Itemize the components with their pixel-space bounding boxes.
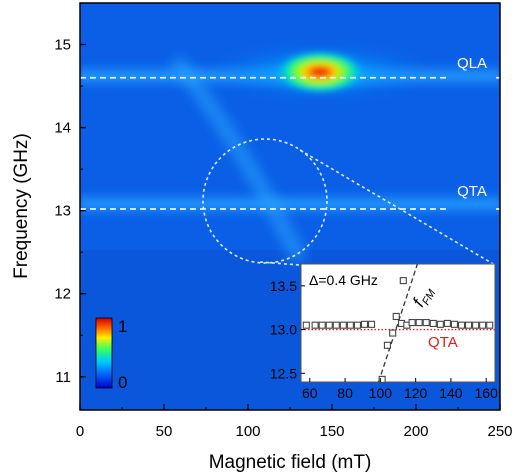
inset-y-tick-label: 12.5 [270, 365, 297, 381]
inset-data-point [339, 321, 347, 329]
y-axis-label: Frequency (GHz) [11, 133, 32, 279]
inset-data-point [450, 320, 458, 328]
inset-qta-label: QTA [428, 334, 458, 351]
y-tick-label: 13 [54, 203, 71, 220]
inset-x-tick-label: 160 [475, 385, 499, 401]
fm-branch-glow [168, 54, 308, 264]
inset-content: 60 80 100 120 140 160 12.5 13.0 13.5 [270, 263, 499, 401]
x-tick-label: 50 [156, 423, 173, 440]
y-tick-label: 15 [54, 37, 71, 54]
inset-data-point [353, 321, 361, 329]
inset-data-point [311, 321, 319, 329]
inset-series-f-fm [377, 263, 419, 383]
inset-data-point [367, 320, 376, 328]
x-axis-label: Magnetic field (mT) [209, 452, 372, 473]
x-tick-label: 200 [403, 423, 428, 440]
y-axis: 11 12 13 14 15 [54, 37, 86, 386]
inset-y-tick-label: 13.0 [270, 322, 297, 338]
inset-data-point [443, 319, 451, 327]
colorbar: 1 0 [95, 317, 127, 392]
inset-y-tick-label: 13.5 [270, 278, 297, 294]
qta-label: QTA [457, 183, 487, 200]
inset-data-point [378, 375, 386, 383]
inset-data-point [464, 321, 473, 329]
inset-data-point [302, 321, 310, 329]
colorbar-min-label: 0 [118, 373, 127, 392]
inset-data-point [392, 312, 400, 320]
inset-data-point [457, 321, 466, 329]
inset-data-point [422, 319, 430, 327]
inset-data-point [346, 321, 354, 329]
qta-band-glow [80, 190, 500, 218]
inset-data-point [399, 277, 407, 285]
inset-data-point [436, 320, 444, 328]
x-tick-label: 250 [487, 423, 512, 440]
inset-x-tick-label: 80 [337, 385, 353, 401]
inset-data-point [472, 321, 480, 329]
colorbar-max-label: 1 [118, 317, 127, 336]
qla-label: QLA [457, 55, 487, 72]
x-tick-label: 150 [319, 423, 344, 440]
inset-data-point [415, 319, 423, 327]
inset-data-point [318, 321, 326, 329]
y-tick-label: 12 [54, 286, 71, 303]
inset-x-tick-label: 140 [439, 385, 463, 401]
x-tick-label: 0 [76, 423, 84, 440]
colorbar-gradient [95, 317, 113, 389]
inset-delta-annotation: Δ=0.4 GHz [309, 272, 378, 288]
peak-core [275, 50, 365, 94]
inset-x-tick-label: 60 [302, 385, 318, 401]
inset-data-point [332, 321, 340, 329]
zoom-connector-top [299, 149, 496, 266]
zoom-circle [202, 138, 328, 264]
inset-x-tick-label: 100 [369, 385, 393, 401]
inset-data-point [479, 321, 487, 329]
inset-data-point [486, 321, 494, 329]
y-tick-label: 14 [54, 120, 71, 137]
inset-data-point [360, 320, 369, 328]
zoom-connector-bottom [259, 261, 301, 266]
y-tick-label: 11 [55, 369, 71, 386]
inset-data-point [325, 321, 333, 329]
x-axis: 0 50 100 150 200 250 [76, 404, 513, 440]
inset-data-point [429, 319, 437, 327]
inset-data-point [383, 341, 391, 349]
inset-data-point [408, 319, 416, 327]
x-tick-label: 100 [235, 423, 260, 440]
inset-x-tick-label: 120 [404, 385, 428, 401]
inset-data-point [389, 329, 397, 337]
